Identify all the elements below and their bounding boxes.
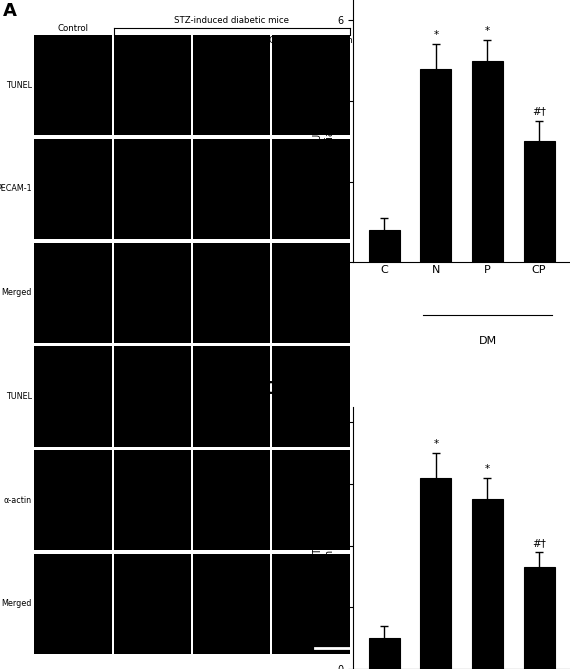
Bar xyxy=(34,554,112,654)
Bar xyxy=(272,243,349,343)
Text: *: * xyxy=(485,464,490,474)
Bar xyxy=(272,139,349,240)
Bar xyxy=(113,243,191,343)
Bar xyxy=(421,478,451,669)
Text: Merged: Merged xyxy=(2,599,32,608)
Text: TUNEL: TUNEL xyxy=(6,392,32,401)
Bar xyxy=(524,141,555,262)
Bar xyxy=(369,230,400,262)
Y-axis label: No. TUNEL (+)
smooth muscle cells/HPF: No. TUNEL (+) smooth muscle cells/HPF xyxy=(312,477,335,599)
Bar xyxy=(272,554,349,654)
Bar xyxy=(193,450,270,550)
Bar xyxy=(113,554,191,654)
Text: *: * xyxy=(433,29,438,39)
Bar xyxy=(421,69,451,262)
Bar xyxy=(34,450,112,550)
Bar xyxy=(113,139,191,240)
Bar xyxy=(369,638,400,669)
Text: A: A xyxy=(3,2,17,20)
Bar xyxy=(272,347,349,447)
Bar xyxy=(193,139,270,240)
Bar xyxy=(34,35,112,136)
Text: PECAM-1: PECAM-1 xyxy=(0,185,32,193)
Bar xyxy=(272,450,349,550)
Text: DM: DM xyxy=(478,336,496,346)
Bar xyxy=(34,347,112,447)
Bar xyxy=(34,243,112,343)
Text: #†: #† xyxy=(532,538,546,548)
Bar xyxy=(193,347,270,447)
Text: STZ-induced diabetic mice: STZ-induced diabetic mice xyxy=(174,16,289,25)
Bar xyxy=(113,450,191,550)
Text: No treatment: No treatment xyxy=(124,36,181,45)
Bar xyxy=(193,554,270,654)
Bar xyxy=(113,35,191,136)
Text: #†: #† xyxy=(532,106,546,116)
Bar xyxy=(524,567,555,669)
Bar xyxy=(472,499,503,669)
Text: *: * xyxy=(485,25,490,35)
Text: Merged: Merged xyxy=(2,288,32,297)
Text: TUNEL: TUNEL xyxy=(6,81,32,90)
Bar xyxy=(113,347,191,447)
Bar xyxy=(272,35,349,136)
Text: *: * xyxy=(433,440,438,450)
Y-axis label: No. TUNEL (+)
endothelial cells/HPF: No. TUNEL (+) endothelial cells/HPF xyxy=(312,80,335,182)
Text: Control: Control xyxy=(58,24,89,33)
Text: α-actin: α-actin xyxy=(3,496,32,504)
Bar xyxy=(193,35,270,136)
Bar xyxy=(472,60,503,262)
Bar xyxy=(193,243,270,343)
Text: PBS: PBS xyxy=(223,36,240,45)
Text: C: C xyxy=(262,381,276,399)
Text: COMP-Ang1 protein: COMP-Ang1 protein xyxy=(269,36,353,45)
Bar xyxy=(34,139,112,240)
